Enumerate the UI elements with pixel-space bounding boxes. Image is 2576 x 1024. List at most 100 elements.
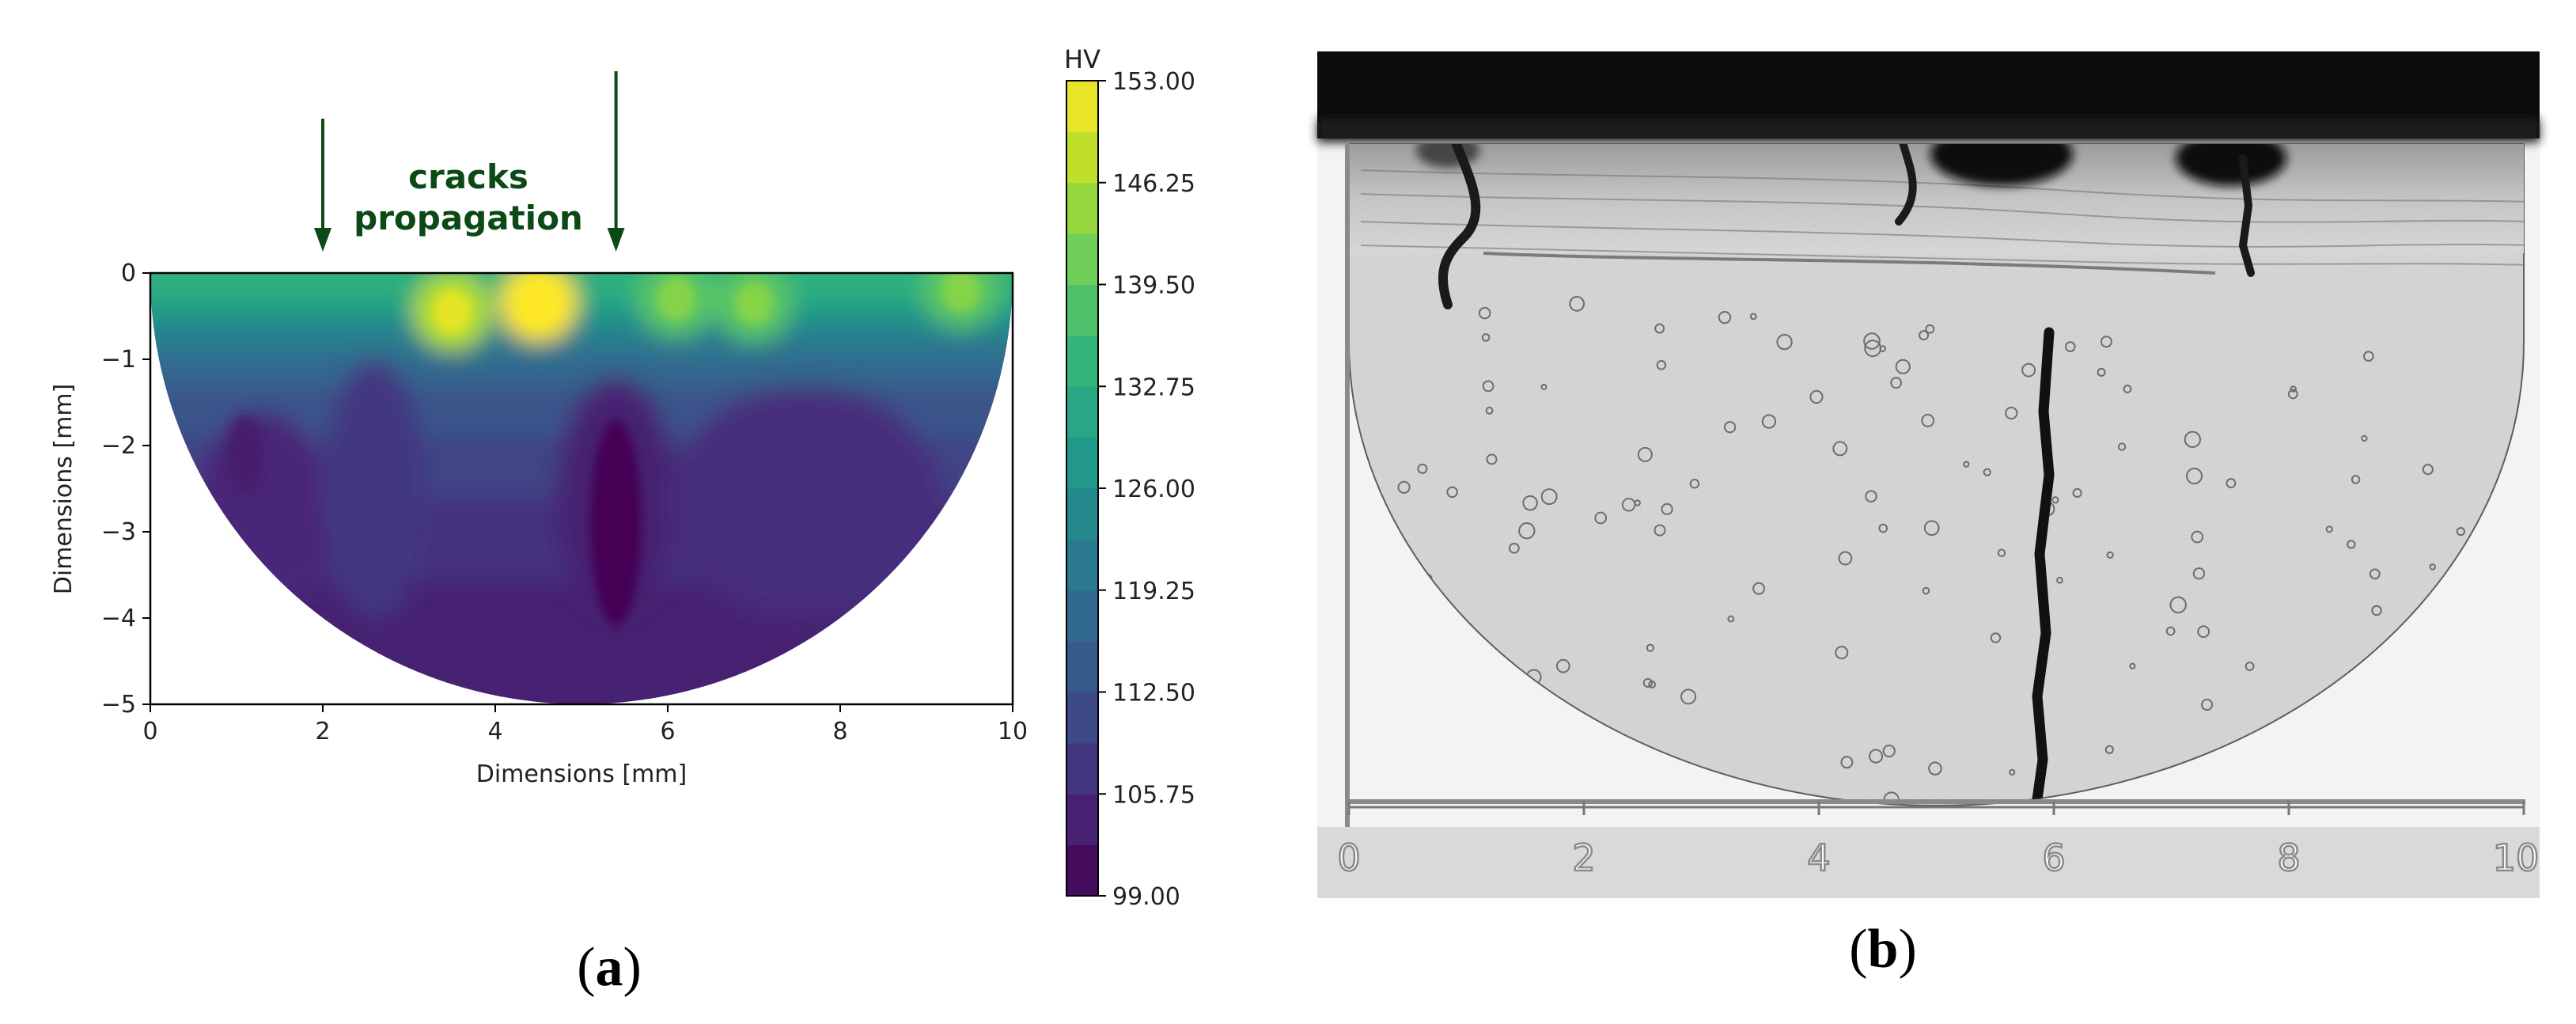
surface-pit — [1481, 333, 1491, 342]
surface-pit — [2186, 468, 2203, 485]
surface-pit — [2351, 475, 2361, 484]
panel-b-label-close: ) — [1898, 919, 1916, 980]
surface-pit — [1654, 524, 1666, 537]
colorbar-step — [1066, 539, 1098, 591]
surface-pit — [2009, 768, 2016, 776]
surface-pit — [2290, 385, 2297, 393]
surface-pit — [1761, 414, 1777, 429]
crack-arrow — [607, 71, 625, 252]
colorbar-tick-label: 99.00 — [1112, 883, 1180, 911]
surface-pit — [2226, 478, 2237, 489]
surface-pit — [1895, 358, 1911, 374]
surface-pit — [1882, 744, 1896, 758]
surface-pit — [2165, 626, 2176, 636]
colorbar: HV 153.00 146.25 139.50 132.75 126.00 119.25 1… — [1064, 44, 1195, 911]
colorbar-title: HV — [1064, 44, 1100, 74]
colorbar-step — [1066, 437, 1098, 489]
surface-pit — [1661, 503, 1673, 515]
surface-pit — [1417, 463, 1428, 474]
surface-pit — [2100, 336, 2112, 348]
scale-tick-label: 10 — [2493, 836, 2540, 879]
plot-frame — [149, 271, 1014, 706]
crack-left — [1438, 144, 1481, 309]
surface-pit — [2197, 625, 2210, 639]
surface-pit — [1642, 677, 1653, 688]
crack-arrow — [314, 119, 331, 252]
panel-b-label: (b) — [1849, 919, 1917, 980]
x-tick-label: 0 — [142, 718, 157, 745]
colorbar-tick-label: 112.50 — [1112, 680, 1195, 707]
surface-pit — [1832, 441, 1848, 457]
colorbar-step — [1066, 742, 1098, 795]
surface-pit — [2106, 551, 2114, 559]
y-tick-label: −4 — [101, 605, 136, 632]
surface-pit — [1863, 332, 1881, 350]
y-tick-label: −1 — [101, 346, 136, 374]
surface-pit — [1878, 523, 1888, 533]
crack-mid — [1895, 144, 1917, 226]
surface-pit — [2192, 567, 2206, 580]
colorbar-step — [1066, 794, 1098, 846]
surface-pit — [1921, 414, 1935, 427]
scale-tick-label: 2 — [1572, 836, 1595, 879]
panel-a-label: (a) — [577, 937, 642, 998]
contour-map — [150, 273, 1013, 704]
surface-pit — [2456, 527, 2465, 537]
surface-pit — [2072, 487, 2082, 498]
y-tick-label: −3 — [101, 518, 136, 546]
surface-pit — [1869, 749, 1884, 764]
surface-pit — [2169, 596, 2187, 614]
surface-pit — [2347, 540, 2356, 549]
x-tick-label: 10 — [998, 718, 1028, 745]
colorbar-step — [1066, 590, 1098, 642]
surface-pit — [1752, 582, 1766, 595]
surface-pit — [2325, 525, 2333, 533]
surface-pit — [1990, 632, 2002, 643]
surface-pit — [2056, 576, 2063, 584]
surface-pit — [1540, 383, 1547, 390]
surface-pit — [2371, 605, 2382, 616]
surface-pit — [1397, 480, 1411, 494]
surface-pit — [1890, 377, 1903, 389]
surface-pit — [2051, 496, 2059, 504]
panel-b: 0 2 4 6 8 10 (b) — [1317, 51, 2540, 980]
y-tick-label: 0 — [121, 260, 136, 287]
surface-pit — [1478, 306, 1491, 320]
surface-pit — [1925, 324, 1935, 334]
surface-pit — [1838, 551, 1853, 566]
x-axis-label: Dimensions [mm] — [476, 760, 687, 788]
surface-pit — [1569, 296, 1585, 312]
colorbar-tick-label: 139.50 — [1112, 272, 1195, 300]
panel-a: 0 2 4 6 8 10 0 −1 −2 −3 −4 −5 Dimensions [mm] Dime… — [50, 44, 1195, 998]
crack-annotation: cracks propagation — [314, 71, 625, 252]
surface-pit — [1518, 522, 1536, 540]
surface-pit — [2422, 464, 2434, 476]
crack-right — [2238, 154, 2255, 277]
surface-pit — [2021, 362, 2036, 377]
x-tick-label: 2 — [315, 718, 330, 745]
surface-pit — [1656, 360, 1667, 370]
surface-pit — [2201, 699, 2214, 711]
surface-pit — [2362, 351, 2374, 362]
surface-pit — [1983, 468, 1991, 476]
surface-pit — [1654, 323, 1665, 334]
surface-pit — [2429, 563, 2436, 571]
surface-pit — [1482, 380, 1494, 393]
surface-pit — [1997, 548, 2006, 557]
scale-tick-label: 0 — [1337, 836, 1360, 879]
x-tick-label: 6 — [660, 718, 675, 745]
colorbar-step — [1066, 81, 1098, 132]
surface-pit — [2123, 385, 2132, 393]
surface-pit — [1864, 339, 1882, 358]
colorbar-step — [1066, 844, 1098, 897]
annotation-line2: propagation — [354, 199, 583, 237]
colorbar-step — [1066, 692, 1098, 744]
annotation-line1: cracks — [408, 157, 528, 196]
colorbar-tick-label: 105.75 — [1112, 781, 1195, 809]
surface-pit — [1540, 488, 1558, 506]
colorbar-tick-label: 126.00 — [1112, 476, 1195, 503]
scale-tick-label: 4 — [1807, 836, 1830, 879]
colorbar-step — [1066, 131, 1098, 184]
panel-a-label-close: ) — [623, 937, 642, 998]
